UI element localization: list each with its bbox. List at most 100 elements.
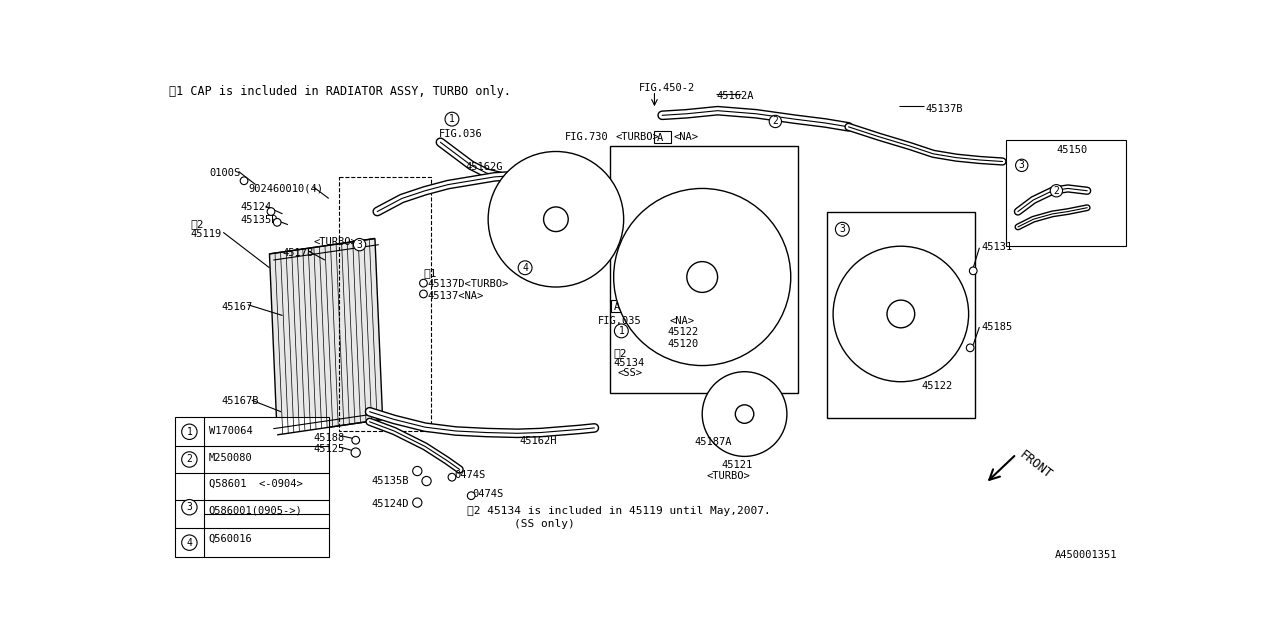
- Circle shape: [182, 500, 197, 515]
- Text: 45188: 45188: [314, 433, 344, 442]
- Text: FIG.036: FIG.036: [439, 129, 483, 139]
- Text: 45178: 45178: [283, 248, 314, 258]
- Text: 3: 3: [357, 239, 362, 250]
- Circle shape: [544, 207, 568, 232]
- Text: 45162A: 45162A: [716, 91, 754, 100]
- Text: 45122: 45122: [922, 381, 952, 391]
- Bar: [339, 177, 431, 431]
- Text: 4: 4: [522, 263, 529, 273]
- Text: 45185: 45185: [980, 322, 1012, 332]
- Circle shape: [352, 436, 360, 444]
- Text: 0100S: 0100S: [210, 168, 241, 178]
- Text: <TURBO>: <TURBO>: [314, 237, 357, 247]
- Text: 3: 3: [187, 502, 192, 512]
- Text: 45120: 45120: [668, 339, 699, 349]
- Circle shape: [887, 300, 915, 328]
- Text: 2: 2: [187, 454, 192, 465]
- Circle shape: [836, 222, 849, 236]
- Bar: [175, 417, 329, 557]
- Text: Q586001(0905->): Q586001(0905->): [209, 506, 302, 516]
- Text: 902460010(4): 902460010(4): [248, 183, 323, 193]
- Text: 45124D: 45124D: [371, 499, 408, 509]
- Text: <TURBO>: <TURBO>: [616, 132, 659, 142]
- Circle shape: [1015, 159, 1028, 172]
- Text: 45131: 45131: [980, 243, 1012, 252]
- Text: 45125: 45125: [314, 444, 344, 454]
- Text: 1: 1: [449, 114, 454, 124]
- Circle shape: [969, 267, 977, 275]
- Text: 1: 1: [618, 326, 625, 336]
- Text: 45187A: 45187A: [695, 437, 732, 447]
- Circle shape: [422, 476, 431, 486]
- Text: FIG.730: FIG.730: [566, 132, 609, 142]
- Circle shape: [412, 467, 422, 476]
- Circle shape: [182, 452, 197, 467]
- Text: ※2: ※2: [191, 220, 204, 229]
- Text: 3: 3: [840, 224, 845, 234]
- Text: 2: 2: [1053, 186, 1060, 196]
- Text: 1: 1: [187, 427, 192, 436]
- Text: <SS>: <SS>: [617, 368, 643, 378]
- Circle shape: [412, 498, 422, 508]
- Text: 0474S: 0474S: [472, 489, 504, 499]
- Polygon shape: [270, 239, 383, 435]
- Circle shape: [1050, 184, 1062, 197]
- Circle shape: [518, 261, 532, 275]
- Text: 45122: 45122: [668, 327, 699, 337]
- Bar: [609, 146, 799, 392]
- Circle shape: [241, 177, 248, 184]
- Circle shape: [448, 474, 456, 481]
- Text: 45137<NA>: 45137<NA>: [428, 291, 484, 301]
- Text: Q560016: Q560016: [209, 534, 252, 544]
- Text: ※1 CAP is included in RADIATOR ASSY, TURBO only.: ※1 CAP is included in RADIATOR ASSY, TUR…: [169, 84, 512, 97]
- Text: (SS only): (SS only): [513, 519, 575, 529]
- Circle shape: [274, 218, 282, 226]
- Circle shape: [467, 492, 475, 500]
- Bar: [654, 131, 672, 143]
- Circle shape: [687, 262, 718, 292]
- Circle shape: [420, 290, 428, 298]
- Text: W170064: W170064: [209, 426, 252, 436]
- Text: 3: 3: [1019, 161, 1025, 170]
- Text: Q58601  <-0904>: Q58601 <-0904>: [209, 479, 302, 489]
- Circle shape: [182, 424, 197, 440]
- Text: 45167B: 45167B: [221, 396, 259, 406]
- Circle shape: [966, 344, 974, 352]
- Text: 45135B: 45135B: [371, 476, 408, 486]
- Text: 45150: 45150: [1056, 145, 1088, 154]
- Text: 45167: 45167: [221, 301, 252, 312]
- Text: <NA>: <NA>: [669, 316, 695, 326]
- Circle shape: [735, 405, 754, 423]
- Text: A: A: [657, 133, 663, 143]
- Text: ※2 45134 is included in 45119 until May,2007.: ※2 45134 is included in 45119 until May,…: [467, 506, 771, 516]
- Bar: [612, 300, 628, 312]
- Circle shape: [268, 208, 275, 216]
- Text: 45124: 45124: [241, 202, 271, 212]
- Circle shape: [353, 239, 366, 251]
- Text: A450001351: A450001351: [1055, 550, 1117, 561]
- Text: 4: 4: [187, 538, 192, 548]
- Text: 45137D<TURBO>: 45137D<TURBO>: [428, 278, 508, 289]
- Text: 45162H: 45162H: [518, 436, 557, 445]
- Text: <NA>: <NA>: [673, 132, 699, 142]
- Text: FRONT: FRONT: [1016, 448, 1053, 481]
- Bar: [1006, 140, 1125, 246]
- Text: 0474S: 0474S: [454, 470, 485, 479]
- Circle shape: [445, 112, 460, 126]
- Text: ※2: ※2: [613, 348, 627, 358]
- Circle shape: [703, 372, 787, 456]
- Text: M250080: M250080: [209, 453, 252, 463]
- Text: 45119: 45119: [191, 229, 221, 239]
- Text: 2: 2: [772, 116, 778, 127]
- Circle shape: [488, 152, 623, 287]
- Circle shape: [613, 188, 791, 365]
- Text: 45121: 45121: [722, 460, 753, 470]
- Text: <TURBO>: <TURBO>: [707, 471, 750, 481]
- Text: FIG.035: FIG.035: [598, 316, 643, 326]
- Circle shape: [614, 324, 628, 338]
- Text: 45134: 45134: [613, 358, 645, 368]
- Text: FIG.450-2: FIG.450-2: [639, 83, 695, 93]
- Text: 45135D: 45135D: [241, 216, 278, 225]
- Text: A: A: [613, 303, 620, 312]
- Text: ※1: ※1: [424, 268, 436, 278]
